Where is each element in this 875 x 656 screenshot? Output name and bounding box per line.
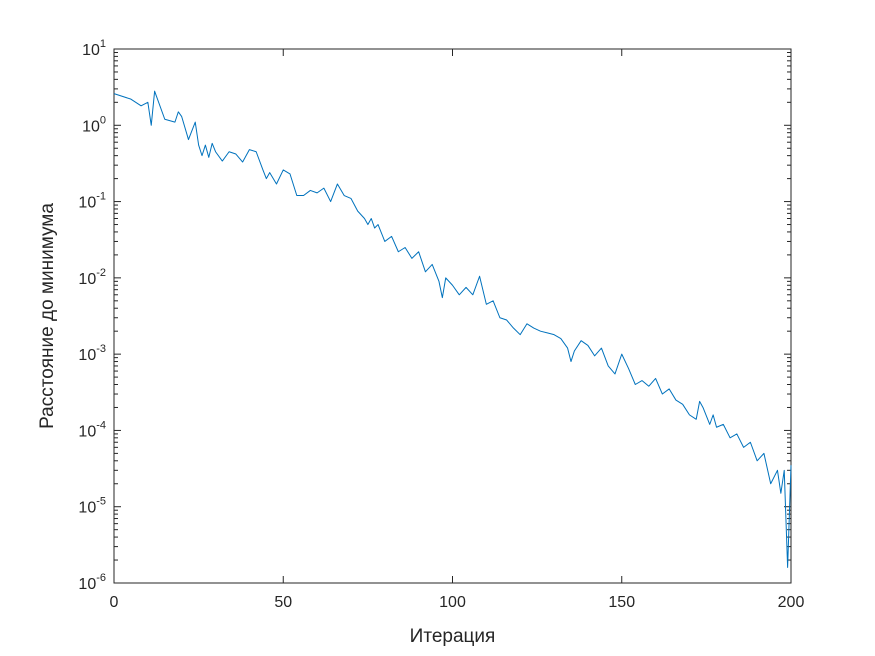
x-axis-label: Итерация [410, 626, 496, 647]
y-tick-label: 10-6 [78, 572, 106, 593]
series-line [113, 90, 792, 568]
y-tick-label-exponent: -1 [96, 191, 106, 203]
series-layer [113, 90, 792, 568]
x-tick-label: 150 [608, 594, 635, 611]
y-tick-label-exponent: -2 [96, 267, 106, 279]
y-tick-label-exponent: -4 [96, 419, 106, 431]
x-tick-label: 0 [110, 594, 119, 611]
x-tick-label: 200 [778, 594, 805, 611]
y-tick-label: 10-1 [78, 191, 106, 212]
y-tick-label-exponent: 1 [100, 38, 106, 50]
y-tick-label: 10-4 [78, 419, 106, 440]
y-tick-label-base: 10 [78, 576, 96, 593]
y-tick-label-base: 10 [78, 195, 96, 212]
y-tick-label-base: 10 [78, 423, 96, 440]
y-tick-label-base: 10 [82, 118, 100, 135]
x-tick-label: 50 [274, 594, 292, 611]
y-tick-label-base: 10 [78, 271, 96, 288]
y-tick-label-base: 10 [82, 42, 100, 59]
x-axis-ticks: 0 50 100 150 200 [110, 49, 805, 611]
y-tick-label: 10-3 [78, 343, 106, 364]
y-tick-label-exponent: -5 [96, 496, 106, 508]
y-axis-label: Расстояние до минимума [37, 203, 58, 429]
plot-area [113, 48, 792, 584]
y-tick-label: 100 [82, 114, 106, 135]
y-tick-label-base: 10 [78, 347, 96, 364]
y-tick-label: 10-2 [78, 267, 106, 288]
y-tick-label-exponent: -3 [96, 343, 106, 355]
y-tick-label-exponent: 0 [100, 114, 106, 126]
y-tick-label-base: 10 [78, 500, 96, 517]
y-tick-label: 101 [82, 38, 106, 59]
y-tick-label-exponent: -6 [96, 572, 106, 584]
y-tick-label: 10-5 [78, 496, 106, 517]
x-tick-label: 100 [439, 594, 466, 611]
